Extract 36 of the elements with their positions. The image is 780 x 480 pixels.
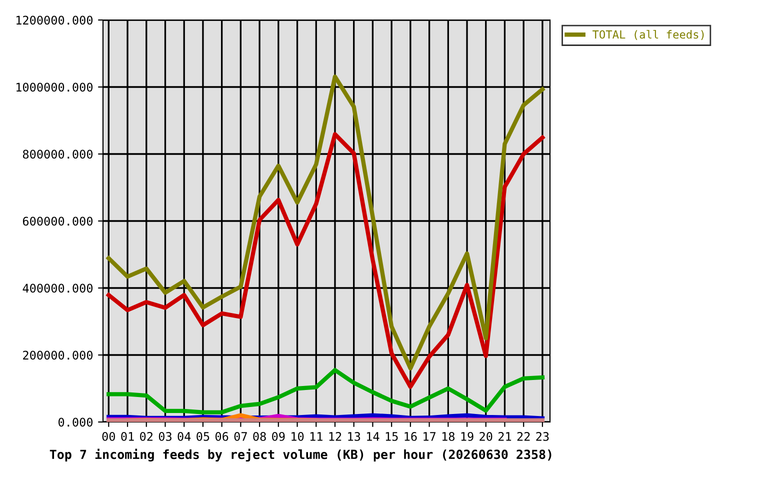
y-tick-label: 200000.000 <box>23 350 93 360</box>
x-tick-label: 01 <box>121 432 134 441</box>
x-tick-label: 18 <box>442 432 455 441</box>
x-tick-label: 02 <box>140 432 152 441</box>
y-tick-label: 600000.000 <box>22 216 93 226</box>
x-tick-label: 13 <box>348 432 360 441</box>
x-tick-label: 22 <box>517 432 530 441</box>
x-tick-label: 16 <box>404 432 417 441</box>
x-tick-label: 09 <box>272 432 285 441</box>
line-series <box>106 368 545 414</box>
x-tick-label: 10 <box>292 432 304 441</box>
x-tick-label: 00 <box>102 432 115 441</box>
x-tick-label: 12 <box>329 432 342 441</box>
y-tick-label: 1200000.000 <box>16 16 93 25</box>
x-tick-label: 14 <box>367 432 380 441</box>
y-tick-label: 400000.000 <box>22 284 93 293</box>
x-tick-label: 03 <box>158 432 172 441</box>
x-tick-label: 08 <box>253 432 266 441</box>
x-tick-label: 04 <box>178 432 191 441</box>
x-tick-label: 21 <box>498 432 512 441</box>
x-tick-label: 11 <box>310 432 322 441</box>
x-tick-label: 07 <box>234 432 247 441</box>
legend-label: TOTAL (all feeds) <box>592 30 704 40</box>
x-tick-label: 05 <box>196 432 210 441</box>
line-series <box>106 132 545 389</box>
x-tick-label: 20 <box>480 432 492 441</box>
y-tick-label: 1000000.000 <box>16 82 93 92</box>
x-axis-title: Top 7 incoming feeds by reject volume (KB) per hour (20260630 2358) <box>50 448 552 462</box>
x-tick-label: 06 <box>215 432 228 441</box>
x-tick-label: 23 <box>536 432 549 441</box>
line-series <box>106 74 545 370</box>
x-tick-label: 17 <box>424 432 436 441</box>
y-tick-label: 800000.000 <box>22 150 93 159</box>
y-tick-label: 0.000 <box>58 418 93 427</box>
x-tick-label: 19 <box>461 432 474 441</box>
x-tick-label: 15 <box>386 432 398 441</box>
